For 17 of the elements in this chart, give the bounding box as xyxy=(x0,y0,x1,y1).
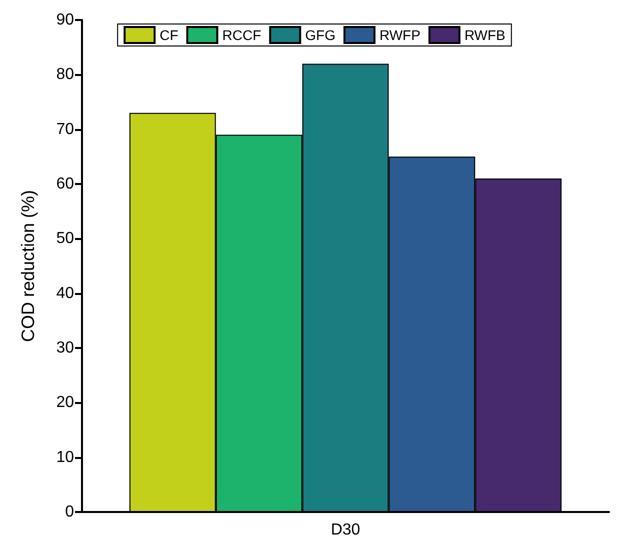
legend-label: CF xyxy=(160,27,178,43)
y-tick-label: 20 xyxy=(56,394,74,412)
legend-label: GFG xyxy=(305,27,336,43)
y-tick-label: 0 xyxy=(65,504,74,520)
y-tick-label: 60 xyxy=(56,176,74,192)
y-tick-label: 90 xyxy=(56,12,74,28)
y-axis-title: COD reduction (%) xyxy=(18,190,38,342)
y-tick-label: 80 xyxy=(56,66,74,84)
y-tick-label: 30 xyxy=(56,340,74,356)
legend-label: RWFP xyxy=(379,27,420,43)
y-tick-label: 50 xyxy=(56,230,74,248)
x-tick-label: D30 xyxy=(330,522,360,538)
y-tick-label: 40 xyxy=(56,284,74,302)
legend-label: RWFB xyxy=(464,27,506,43)
y-tick-label: 10 xyxy=(56,448,74,466)
y-tick-label: 70 xyxy=(56,120,74,138)
legend-label: RCCF xyxy=(222,27,262,43)
